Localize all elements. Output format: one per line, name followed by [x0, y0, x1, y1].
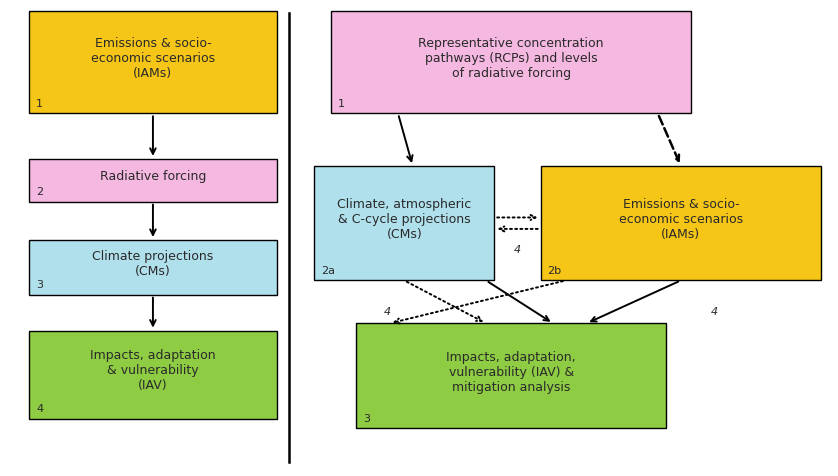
FancyArrowPatch shape: [489, 282, 549, 321]
FancyArrowPatch shape: [659, 117, 679, 161]
FancyBboxPatch shape: [29, 331, 277, 419]
Text: 4: 4: [384, 307, 391, 317]
Text: 3: 3: [363, 413, 370, 423]
Text: 2: 2: [36, 187, 44, 197]
FancyArrowPatch shape: [150, 298, 156, 326]
Text: Climate projections
(CMs): Climate projections (CMs): [92, 249, 214, 277]
Text: 2b: 2b: [547, 265, 561, 275]
FancyBboxPatch shape: [29, 240, 277, 295]
FancyArrowPatch shape: [591, 282, 678, 322]
FancyBboxPatch shape: [29, 12, 277, 114]
FancyArrowPatch shape: [406, 282, 482, 321]
Text: Impacts, adaptation,
vulnerability (IAV) &
mitigation analysis: Impacts, adaptation, vulnerability (IAV)…: [447, 350, 576, 393]
FancyArrowPatch shape: [150, 117, 156, 155]
FancyBboxPatch shape: [314, 167, 494, 281]
Text: 4: 4: [36, 403, 44, 413]
Text: Impacts, adaptation
& vulnerability
(IAV): Impacts, adaptation & vulnerability (IAV…: [91, 348, 215, 392]
FancyBboxPatch shape: [356, 324, 666, 428]
Text: 4: 4: [711, 307, 718, 317]
Text: Representative concentration
pathways (RCPs) and levels
of radiative forcing: Representative concentration pathways (R…: [418, 37, 604, 80]
FancyArrowPatch shape: [395, 281, 563, 324]
Text: 3: 3: [36, 279, 43, 289]
Text: 2a: 2a: [321, 265, 335, 275]
Text: Radiative forcing: Radiative forcing: [100, 169, 206, 183]
Text: 1: 1: [338, 99, 344, 109]
FancyArrowPatch shape: [497, 216, 535, 220]
FancyBboxPatch shape: [541, 167, 821, 281]
Text: Climate, atmospheric
& C-cycle projections
(CMs): Climate, atmospheric & C-cycle projectio…: [337, 198, 472, 240]
FancyArrowPatch shape: [399, 117, 412, 162]
FancyBboxPatch shape: [29, 159, 277, 202]
FancyArrowPatch shape: [150, 205, 156, 236]
FancyArrowPatch shape: [499, 227, 538, 232]
Text: 4: 4: [514, 245, 521, 255]
FancyBboxPatch shape: [331, 12, 691, 114]
Text: 1: 1: [36, 99, 43, 109]
Text: Emissions & socio-
economic scenarios
(IAMs): Emissions & socio- economic scenarios (I…: [618, 198, 743, 240]
Text: Emissions & socio-
economic scenarios
(IAMs): Emissions & socio- economic scenarios (I…: [91, 37, 215, 80]
